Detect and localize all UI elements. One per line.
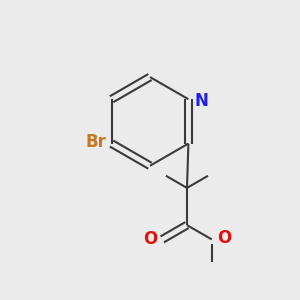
Text: N: N — [195, 92, 208, 110]
Text: O: O — [217, 229, 231, 247]
Text: Br: Br — [85, 133, 106, 151]
Text: O: O — [143, 230, 157, 248]
